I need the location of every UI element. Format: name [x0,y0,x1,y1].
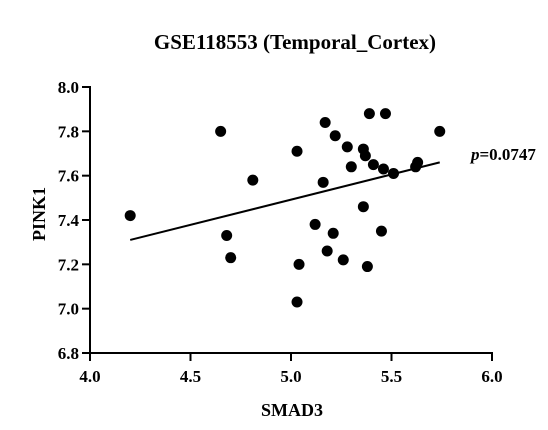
data-point [337,254,349,266]
data-point [361,261,373,273]
y-tick-label: 7.2 [58,255,79,274]
data-point [319,116,331,128]
data-point [327,227,339,239]
y-tick-label: 7.8 [58,122,79,141]
p-symbol: p [469,145,480,164]
y-tick-label: 7.4 [58,211,80,230]
data-point [291,296,303,308]
data-point [221,230,233,242]
data-point [225,252,237,264]
regression-line [129,161,440,241]
data-point [377,163,389,175]
data-point [363,108,375,120]
y-axis-ticks: 6.8 7.0 7.2 7.4 7.6 7.8 8.0 [58,78,90,363]
data-point [375,225,387,237]
y-axis-label: PINK1 [29,187,49,241]
data-point [291,145,303,157]
x-tick-label: 4.0 [79,367,100,386]
data-point [388,167,400,179]
data-point [367,159,379,171]
data-point [341,141,353,153]
x-axis-label: SMAD3 [261,400,323,420]
y-tick-label: 8.0 [58,78,79,97]
x-tick-label: 6.0 [481,367,502,386]
data-point [345,161,357,173]
data-point [293,258,305,270]
data-point [434,125,446,137]
data-point [247,174,259,186]
y-tick-label: 6.8 [58,344,79,363]
chart-title: GSE118553 (Temporal_Cortex) [154,30,436,54]
x-tick-label: 5.5 [381,367,402,386]
data-point [309,218,321,230]
plot-area [124,108,446,308]
p-value-annotation: p=0.0747 [469,145,536,164]
x-tick-label: 4.5 [180,367,201,386]
data-point [215,125,227,137]
data-point [124,210,136,222]
y-tick-label: 7.0 [58,300,79,319]
x-tick-label: 5.0 [280,367,301,386]
y-tick-label: 7.6 [58,167,79,186]
p-value-text: =0.0747 [480,145,537,164]
data-point [329,130,341,142]
data-point [357,201,369,213]
data-point [321,245,333,257]
data-point [359,150,371,162]
data-point [317,176,329,188]
x-axis-ticks: 4.0 4.5 5.0 5.5 6.0 [79,353,503,386]
data-point [412,156,424,168]
data-point [379,108,391,120]
